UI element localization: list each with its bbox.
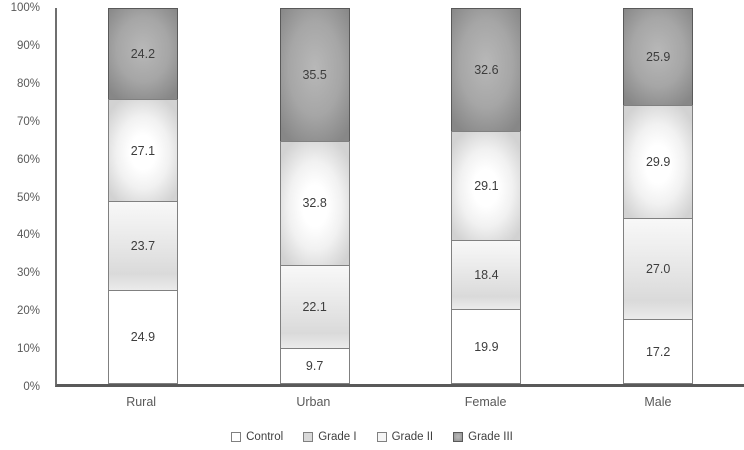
y-tick-label: 90% xyxy=(16,39,40,52)
y-tick-label: 40% xyxy=(16,229,40,242)
legend-label: Control xyxy=(246,430,284,443)
legend-swatch-icon xyxy=(303,431,314,442)
segment-value-label: 32.6 xyxy=(474,62,499,77)
y-tick-label: 50% xyxy=(16,191,40,204)
y-tick-label: 0% xyxy=(23,381,40,393)
segment-value-label: 17.2 xyxy=(645,344,671,359)
segment-grade-i: 18.4 xyxy=(451,240,522,310)
bar-slot-rural: 24.9 23.7 27.1 24.2 xyxy=(57,8,229,384)
legend-item-grade-i: Grade I xyxy=(303,430,357,443)
segment-value-label: 18.4 xyxy=(474,268,499,283)
segment-value-label: 27.1 xyxy=(130,143,156,158)
segment-control: 19.9 xyxy=(451,309,522,384)
legend-swatch-icon xyxy=(376,431,387,442)
legend-item-control: Control xyxy=(231,431,283,443)
segment-grade-ii: 32.8 xyxy=(279,141,350,265)
x-category-label-male: Male xyxy=(644,395,672,409)
segment-grade-ii: 27.1 xyxy=(107,99,178,202)
segment-value-label: 24.9 xyxy=(130,330,156,345)
segment-grade-iii: 25.9 xyxy=(623,8,694,106)
x-category-label-female: Female xyxy=(464,395,507,409)
y-tick-label: 70% xyxy=(16,115,40,128)
y-tick-label: 20% xyxy=(16,305,40,318)
segment-value-label: 32.8 xyxy=(302,196,327,211)
legend-label: Grade I xyxy=(318,430,357,443)
segment-grade-iii: 24.2 xyxy=(107,8,178,100)
segment-grade-ii: 29.9 xyxy=(623,105,694,218)
stacked-bar-male: 17.2 27.0 29.9 25.9 xyxy=(623,8,694,384)
segment-value-label: 25.9 xyxy=(645,50,671,65)
y-axis-tick-labels: 0% 10% 20% 30% 40% 50% 60% 70% 80% 90% 100% xyxy=(0,2,40,393)
legend-label: Grade III xyxy=(468,430,513,443)
segment-grade-i: 27.0 xyxy=(623,217,694,320)
legend-label: Grade II xyxy=(391,430,434,443)
y-tick-label: 10% xyxy=(16,343,40,356)
segment-value-label: 35.5 xyxy=(302,68,327,83)
bar-slot-male: 17.2 27.0 29.9 25.9 xyxy=(572,8,744,384)
segment-value-label: 22.1 xyxy=(302,299,327,314)
legend-swatch-icon xyxy=(231,431,242,442)
y-tick-label: 60% xyxy=(16,153,40,166)
x-axis-category-labels: Rural Urban Female Male xyxy=(55,395,744,412)
y-tick-label: 100% xyxy=(10,2,40,14)
plot-area: 24.9 23.7 27.1 24.2 9.7 22.1 32.8 35.5 19.9 18.4 2… xyxy=(55,8,744,387)
stacked-bar-rural: 24.9 23.7 27.1 24.2 xyxy=(107,8,178,384)
segment-control: 9.7 xyxy=(279,347,350,384)
stacked-bar-urban: 9.7 22.1 32.8 35.5 xyxy=(279,8,350,384)
segment-control: 17.2 xyxy=(623,319,694,384)
y-tick-label: 80% xyxy=(16,77,40,90)
legend-item-grade-ii: Grade II xyxy=(376,430,434,443)
segment-value-label: 23.7 xyxy=(130,239,156,254)
segment-grade-iii: 32.6 xyxy=(451,8,522,131)
y-tick-label: 30% xyxy=(16,267,40,280)
segment-value-label: 29.9 xyxy=(645,155,671,170)
segment-control: 24.9 xyxy=(107,290,178,384)
legend-swatch-icon xyxy=(453,431,464,442)
legend-item-grade-iii: Grade III xyxy=(453,431,513,443)
x-category-label-urban: Urban xyxy=(296,395,331,409)
segment-value-label: 27.0 xyxy=(645,262,671,277)
segment-value-label: 9.7 xyxy=(305,358,324,373)
segment-grade-i: 22.1 xyxy=(279,264,350,348)
segment-grade-ii: 29.1 xyxy=(451,130,522,241)
segment-value-label: 29.1 xyxy=(474,178,499,193)
x-category-label-rural: Rural xyxy=(126,395,157,409)
bar-slot-female: 19.9 18.4 29.1 32.6 xyxy=(401,8,573,384)
stacked-bar-female: 19.9 18.4 29.1 32.6 xyxy=(451,8,522,384)
segment-value-label: 19.9 xyxy=(474,339,499,354)
segment-value-label: 24.2 xyxy=(130,47,156,62)
segment-grade-iii: 35.5 xyxy=(279,8,350,142)
segment-grade-i: 23.7 xyxy=(107,201,178,291)
bar-slot-urban: 9.7 22.1 32.8 35.5 xyxy=(229,8,401,384)
chart-legend: Control Grade I Grade II Grade III xyxy=(0,428,744,445)
